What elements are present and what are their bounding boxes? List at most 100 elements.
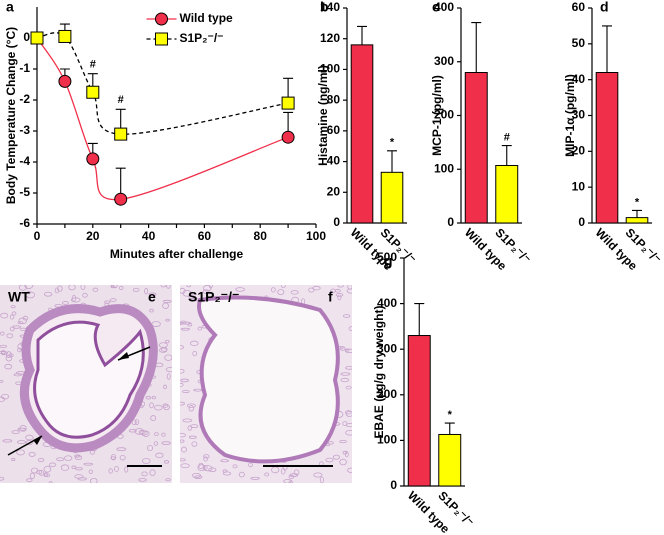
cell [188,405,195,412]
cell [153,441,158,446]
cell [43,291,53,297]
legend-marker [155,32,168,46]
cell [141,471,148,477]
bar [625,217,649,224]
cell [235,287,245,292]
cell [325,457,334,463]
cell [290,290,299,295]
series-line [36,32,289,135]
cell [82,292,88,298]
cell [149,308,154,313]
cell [54,287,59,294]
significance: * [635,196,640,208]
cell [9,314,15,320]
cell [180,345,185,350]
cell [165,339,170,344]
x-tick-label: 80 [254,229,268,243]
cell [48,481,53,483]
marker [114,192,128,206]
cell [187,322,193,327]
cell [161,441,171,446]
y-axis-label: MIP-1α (pg/ml) [563,74,577,157]
bar [595,72,619,224]
cell [202,289,210,294]
cell [148,292,157,297]
marker [58,29,72,43]
cell [343,314,351,318]
image-label: S1P₂⁻/⁻ [188,289,239,305]
legend-label: Wild type [180,11,234,25]
error-bar [602,25,612,73]
cell [13,373,22,377]
cell [26,478,33,483]
x-tick-label: 100 [306,229,326,243]
cell [160,285,167,288]
cell [192,350,198,357]
panel-letter: b [320,0,329,15]
arrow-head [33,436,42,445]
panel-letter: f [328,289,333,305]
cell [25,434,34,441]
y-tick-label: 20 [572,144,586,158]
y-axis-label: Histamine (ng/ml) [316,65,330,166]
cell [194,475,203,479]
y-tick-label: 100 [377,433,397,447]
cell [180,378,189,383]
cell [347,467,352,473]
cell [11,430,20,434]
cell [346,422,352,428]
cell [197,326,203,331]
cell [134,419,140,425]
y-tick-label: -6 [19,216,30,230]
cell [165,367,172,373]
cell [191,472,201,479]
significance: * [390,137,395,149]
cell [48,462,57,467]
legend-marker [155,12,168,26]
cell [141,458,151,464]
cell [180,458,186,462]
cell [342,450,348,455]
cell [19,425,27,432]
y-tick-label: 40 [327,154,341,168]
cell [0,312,9,319]
cell [0,476,5,481]
y-tick-label: 0 [23,30,30,44]
y-tick-label: -3 [19,123,30,137]
cell [203,456,208,462]
cell [60,464,70,471]
cell [109,298,117,303]
cell [11,457,16,461]
cell [68,285,76,291]
cell [26,290,32,294]
cell [280,285,286,289]
panel-letter: e [148,289,156,305]
cell [182,418,193,423]
bar [464,72,488,224]
x-tick-label: 20 [86,229,100,243]
cell [71,295,77,302]
y-tick-label: 400 [377,296,397,310]
y-tick-label: -1 [19,61,30,75]
cell [38,470,44,476]
cell [110,456,116,460]
cell [203,454,210,459]
cell [330,288,336,294]
cell [113,466,119,472]
marker [86,152,100,166]
cell [345,429,352,436]
error-bar [632,209,642,218]
panel-letter: c [432,0,440,15]
y-tick-label: -2 [19,92,30,106]
cell [131,419,137,426]
marker [281,130,295,144]
cell [180,368,185,374]
cell [180,439,185,443]
cell [74,454,81,458]
cell [24,285,34,289]
y-tick-label: 200 [377,387,397,401]
cell [182,289,192,297]
cell [188,435,197,439]
cell [238,471,245,478]
cell [43,473,50,477]
